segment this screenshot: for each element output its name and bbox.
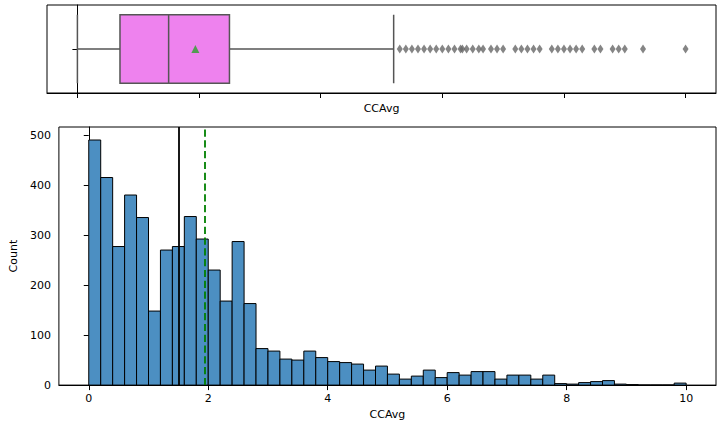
svg-text:4: 4 [324, 392, 331, 405]
svg-text:CCAvg: CCAvg [370, 408, 406, 421]
svg-text:8: 8 [563, 392, 570, 405]
svg-text:200: 200 [30, 279, 51, 292]
svg-text:400: 400 [30, 179, 51, 192]
svg-text:300: 300 [30, 229, 51, 242]
svg-text:100: 100 [30, 329, 51, 342]
svg-text:10: 10 [679, 392, 693, 405]
svg-text:500: 500 [30, 129, 51, 142]
svg-text:Count: Count [7, 239, 20, 272]
svg-text:CCAvg: CCAvg [364, 102, 400, 115]
svg-text:6: 6 [444, 392, 451, 405]
svg-text:0: 0 [44, 379, 51, 392]
svg-text:2: 2 [205, 392, 212, 405]
svg-text:0: 0 [85, 392, 92, 405]
